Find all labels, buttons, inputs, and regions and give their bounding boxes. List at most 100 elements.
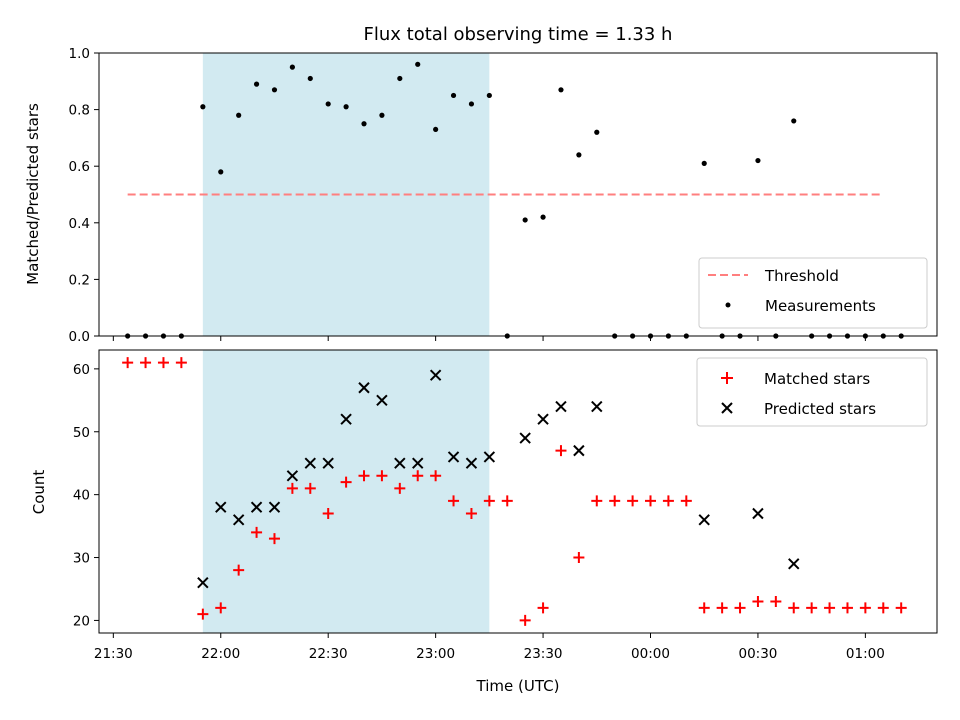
top-panel: 0.0 0.2 0.4 0.6 0.8 1.0 Matched/Predicted sta… (24, 46, 938, 345)
predicted-point (429, 369, 442, 381)
matched-point (233, 564, 245, 576)
predicted-point (537, 413, 549, 425)
matched-point (483, 495, 495, 507)
top-y-ticks: 0.0 0.2 0.4 0.6 0.8 1.0 (69, 46, 99, 345)
matched-point (286, 482, 298, 494)
bottom-y-tick-label: 40 (73, 488, 90, 504)
matched-point (770, 596, 782, 608)
predicted-point (412, 457, 424, 469)
matched-point (609, 495, 621, 507)
matched-point (175, 357, 187, 369)
x-tick-label: 22:30 (309, 646, 348, 662)
top-y-tick-label: 0.0 (69, 329, 90, 345)
predicted-point (752, 507, 764, 520)
measurement-point (755, 157, 761, 164)
predicted-point (340, 413, 352, 425)
matched-point (859, 602, 871, 614)
measurement-point (271, 87, 278, 93)
matched-point (841, 602, 853, 614)
predicted-point (286, 470, 299, 482)
x-tick-label: 01:00 (846, 646, 885, 662)
predicted-point (215, 501, 227, 513)
predicted-point (519, 432, 531, 444)
measurement-point (218, 169, 224, 175)
bottom-legend: Matched stars Predicted stars (696, 357, 928, 427)
predicted-point (358, 382, 370, 394)
matched-point (122, 357, 134, 369)
predicted-points (197, 369, 800, 589)
matched-point (824, 602, 836, 614)
measurement-point (325, 101, 331, 107)
measurement-point (433, 126, 439, 133)
predicted-point (698, 514, 710, 526)
predicted-point (483, 451, 496, 463)
measurement-point (253, 81, 260, 87)
measurement-point (379, 112, 385, 118)
matched-point (157, 357, 169, 369)
x-tick-label: 00:30 (738, 646, 777, 662)
measurement-point (236, 112, 242, 118)
matched-point (877, 602, 889, 614)
matched-point (895, 602, 907, 614)
top-legend: Threshold Measurements (698, 257, 928, 329)
measurement-point (558, 87, 564, 93)
matched-point (680, 495, 692, 507)
matched-point (519, 614, 531, 626)
measurement-point (200, 104, 206, 110)
measurement-point (701, 160, 707, 166)
top-y-tick-label: 0.6 (69, 159, 90, 175)
x-tick-label: 22:00 (201, 646, 240, 662)
matched-point (304, 482, 316, 494)
x-tick-label: 21:30 (94, 646, 133, 662)
legend-threshold-label: Threshold (764, 267, 839, 285)
matched-point (806, 602, 818, 614)
bottom-y-tick-label: 30 (73, 551, 90, 567)
measurement-point (450, 92, 457, 99)
measurement-points (125, 61, 904, 339)
matched-point (394, 482, 406, 494)
predicted-point (465, 457, 478, 469)
matched-point (591, 495, 603, 507)
measurement-point (594, 129, 600, 135)
legend-predicted-swatch (721, 402, 733, 414)
measurement-point (486, 92, 492, 99)
bottom-y-axis-label: Count (30, 470, 48, 515)
predicted-point (573, 444, 585, 457)
matched-point (645, 495, 657, 507)
bottom-y-tick-label: 50 (73, 425, 90, 441)
matched-point (788, 602, 800, 614)
measurement-point (415, 61, 421, 67)
matched-point (734, 602, 746, 614)
measurement-point (522, 217, 528, 223)
top-y-tick-label: 0.8 (69, 103, 90, 119)
matched-points (122, 357, 907, 626)
measurement-point (576, 152, 582, 158)
matched-point (573, 552, 585, 564)
top-legend-box (698, 257, 928, 329)
matched-point (698, 602, 710, 614)
matched-point (412, 470, 424, 482)
matched-point (251, 526, 263, 538)
top-x-ticks (112, 336, 866, 341)
predicted-point (268, 501, 281, 513)
predicted-point (304, 457, 316, 469)
top-y-axis-label: Matched/Predicted stars (24, 103, 42, 285)
predicted-point (322, 457, 334, 469)
x-axis-label: Time (UTC) (476, 677, 560, 695)
matched-point (197, 608, 209, 620)
matched-point (627, 495, 639, 507)
matched-point (430, 470, 442, 482)
legend-predicted-label: Predicted stars (764, 400, 876, 418)
x-tick-label: 00:00 (631, 646, 670, 662)
top-plot-frame (98, 52, 938, 337)
top-y-tick-label: 0.2 (69, 272, 90, 288)
measurement-point (397, 75, 403, 82)
measurement-point (791, 118, 797, 124)
matched-point (140, 357, 152, 369)
matched-point (322, 508, 334, 520)
bottom-x-ticks: 21:30 22:00 22:30 23:00 23:30 00:00 00:30 01:00 (94, 633, 885, 662)
measurement-point (307, 75, 313, 82)
matched-point (501, 495, 513, 507)
matched-point (537, 602, 549, 614)
x-tick-label: 23:30 (524, 646, 563, 662)
